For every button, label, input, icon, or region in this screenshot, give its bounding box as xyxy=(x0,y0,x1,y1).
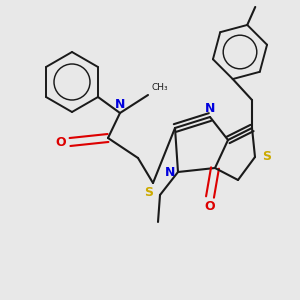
Text: N: N xyxy=(205,101,215,115)
Text: O: O xyxy=(205,200,215,212)
Text: N: N xyxy=(115,98,125,112)
Text: O: O xyxy=(56,136,66,148)
Text: S: S xyxy=(145,187,154,200)
Text: N: N xyxy=(165,166,175,178)
Text: S: S xyxy=(262,151,272,164)
Text: CH₃: CH₃ xyxy=(151,83,168,92)
